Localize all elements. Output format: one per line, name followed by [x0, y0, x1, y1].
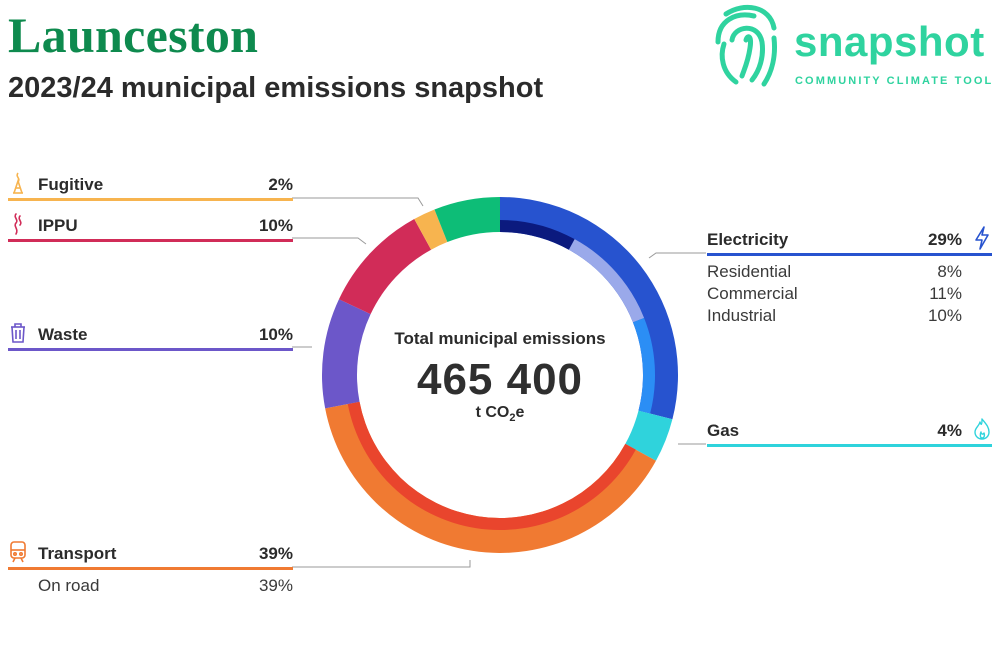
unit-prefix: t CO: [475, 404, 510, 421]
category-underline: [707, 253, 992, 256]
subcategory-percent: 11%: [929, 284, 962, 303]
category-underline: [8, 567, 293, 570]
percent-value: 10: [927, 306, 947, 325]
flame-icon: [974, 418, 990, 440]
fingerprint-logo-icon: [715, 4, 777, 87]
leader-line-fugitive: [292, 197, 424, 207]
category-name: IPPU: [38, 216, 78, 235]
percent-value: 2: [268, 175, 278, 194]
lightning-bolt-icon: [975, 226, 989, 250]
subcategory-industrial: Industrial 10%: [707, 306, 962, 328]
category-ippu: IPPU 10%: [8, 213, 293, 242]
total-emissions-value: 465 400: [416, 355, 584, 404]
category-electricity: Electricity 29%: [707, 226, 992, 256]
donut-segment-electricity: [500, 197, 678, 420]
percent-value: 10: [258, 325, 278, 344]
category-waste: Waste 10%: [8, 323, 293, 351]
leader-line-electricity: [648, 252, 706, 259]
subcategory-on-road: On road 39%: [38, 576, 293, 598]
subcategory-name: On road: [38, 576, 100, 595]
category-name: Electricity: [707, 230, 789, 249]
percent-value: 11: [929, 284, 947, 303]
category-name: Waste: [38, 325, 88, 344]
subcategory-commercial: Commercial 11%: [707, 284, 962, 306]
logo-wordmark: snapshot: [794, 18, 985, 65]
donut-subsegment-on-road: [347, 401, 636, 530]
category-gas: Gas 4%: [707, 418, 992, 447]
unit-suffix: e: [515, 404, 525, 421]
leader-line-ippu: [292, 237, 367, 245]
category-fugitive: Fugitive 2%: [8, 172, 293, 201]
donut-segment-fugitive: [414, 209, 448, 250]
category-transport: Transport 39%: [8, 541, 293, 570]
percent-value: 4: [937, 421, 947, 440]
total-emissions-unit: t CO2e: [360, 404, 640, 424]
percent-value: 39: [258, 576, 278, 595]
category-percent: 39%: [258, 544, 293, 563]
unit-subscript: 2: [509, 412, 516, 425]
trash-bin-icon: [11, 323, 25, 343]
subcategory-name: Commercial: [707, 284, 798, 303]
donut-segment-transport: [325, 401, 656, 554]
subcategory-percent: 39%: [258, 576, 293, 595]
donut-segment-agriculture: [434, 197, 500, 243]
category-percent: 10%: [258, 325, 293, 344]
donut-segment-waste: [322, 299, 371, 409]
subcategory-name: Industrial: [707, 306, 776, 325]
category-underline: [8, 348, 293, 351]
percent-value: 39: [258, 544, 278, 563]
donut-segment-ippu: [338, 219, 432, 315]
subcategory-residential: Residential 8%: [707, 262, 962, 284]
donut-subsegment-commercial: [568, 239, 645, 323]
category-percent: 10%: [258, 216, 293, 235]
category-underline: [8, 198, 293, 201]
percent-value: 10: [258, 216, 278, 235]
percent-value: 8: [937, 262, 947, 281]
total-emissions-label: Total municipal emissions: [394, 329, 606, 348]
page-title: Launceston: [8, 7, 259, 63]
donut-segments: [322, 197, 678, 554]
logo-tagline: COMMUNITY CLIMATE TOOL: [795, 75, 994, 87]
subcategory-percent: 8%: [937, 262, 962, 281]
page-subtitle: 2023/24 municipal emissions snapshot: [8, 72, 544, 104]
category-name: Fugitive: [38, 175, 104, 194]
leader-lines: [292, 197, 706, 568]
donut-segment-gas: [625, 410, 673, 461]
category-percent: 4%: [937, 421, 962, 440]
train-icon: [10, 541, 26, 563]
percent-value: 29: [927, 230, 947, 249]
category-name: Transport: [38, 544, 117, 563]
category-name: Gas: [707, 421, 740, 440]
category-percent: 29%: [927, 230, 962, 249]
smokestack-icon: [14, 213, 22, 235]
subcategory-name: Residential: [707, 262, 792, 281]
donut-subsegment-residential: [500, 220, 575, 250]
category-percent: 2%: [268, 175, 293, 194]
category-underline: [707, 444, 992, 447]
subcategory-percent: 10%: [927, 306, 962, 325]
leader-line-transport: [292, 560, 471, 568]
gas-flare-icon: [13, 172, 23, 194]
donut-subsegment-industrial: [632, 317, 655, 414]
category-underline: [8, 239, 293, 242]
snapshot-logo: snapshot COMMUNITY CLIMATE TOOL: [714, 0, 1000, 92]
